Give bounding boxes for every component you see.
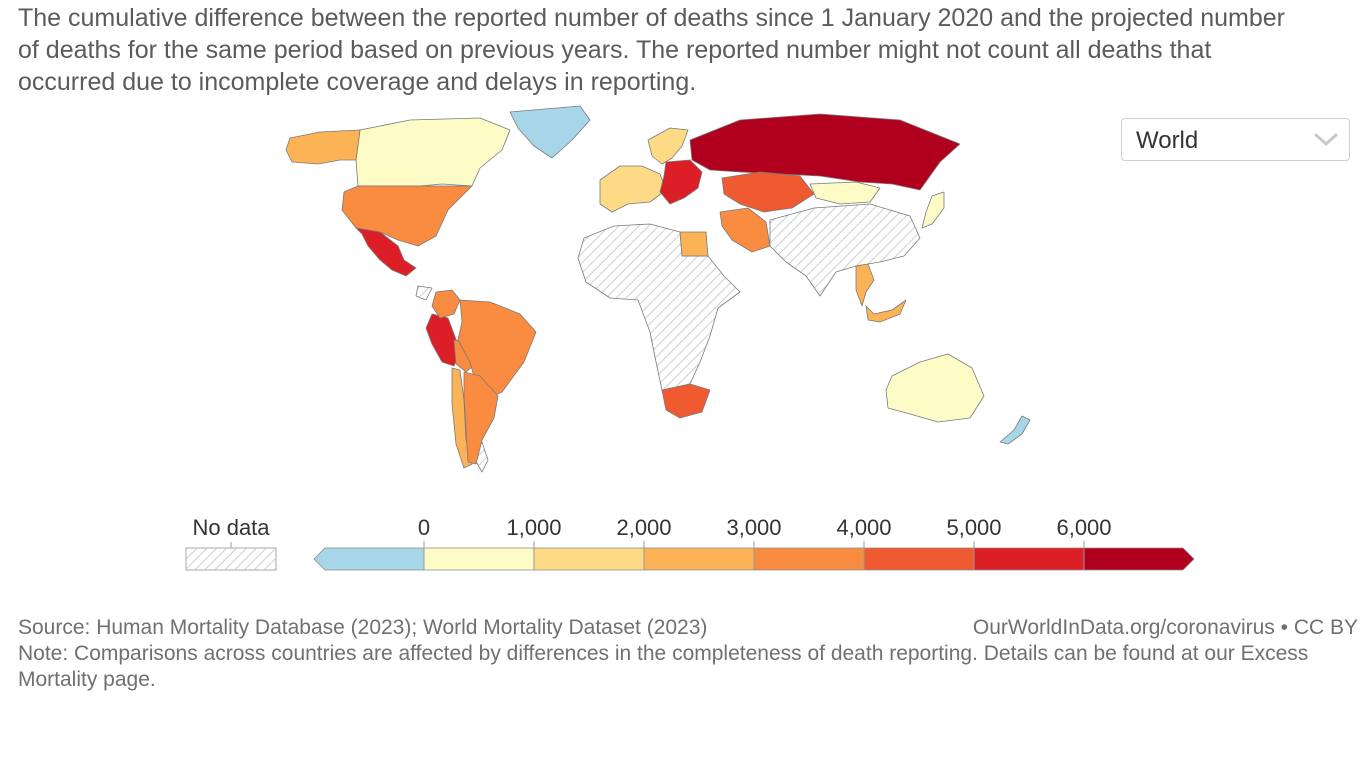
map-region-united-states[interactable] [341,185,473,247]
map-region-peru[interactable] [425,313,461,367]
map-region-mexico[interactable] [355,227,417,277]
chart-subtitle: The cumulative difference between the re… [18,4,1286,96]
legend-tick-label: 0 [418,515,430,540]
legend-tick-label: 5,000 [946,515,1001,540]
map-region-australia[interactable] [885,353,985,423]
legend-tick-label: 3,000 [726,515,781,540]
map-region-iran[interactable] [719,207,771,253]
map-region-thailand[interactable] [855,263,875,307]
map-region-scandinavia[interactable] [647,127,689,165]
legend-bin-7 [1083,547,1195,571]
map-region-greenland[interactable] [509,105,591,159]
region-select[interactable]: World [1121,118,1350,161]
legend-no-data-swatch [185,547,277,571]
legend-no-data-label: No data [192,515,270,540]
map-region-mongolia[interactable] [809,181,881,205]
legend-tick-label: 1,000 [506,515,561,540]
legend-bin-4 [753,547,865,571]
map-region-argentina[interactable] [463,371,499,465]
map-region-russia[interactable] [689,113,961,191]
map-region-egypt[interactable] [679,231,709,257]
map-region-malaysia[interactable] [865,299,907,323]
map-region-eastern-europe[interactable] [659,159,703,205]
chevron-down-icon [1314,133,1338,146]
map-region-no-data [415,285,433,301]
map-region-alaska[interactable] [285,129,361,165]
chart-footer: Source: Human Mortality Database (2023);… [18,615,1358,693]
license-link[interactable]: OurWorldInData.org/coronavirus • CC BY [972,616,1358,639]
legend-bin-0 [313,547,425,571]
map-region-colombia[interactable] [431,289,461,319]
map-region-western-europe[interactable] [599,165,667,213]
map-region-canada[interactable] [355,117,511,187]
map-region-no-data [577,223,741,391]
map-region-no-data [769,203,921,297]
map-region-new-zealand[interactable] [999,415,1031,445]
legend-tick-label: 2,000 [616,515,671,540]
source-text: Source: Human Mortality Database (2023);… [18,616,708,639]
legend-bin-1 [423,547,535,571]
map-region-japan[interactable] [921,191,945,229]
map-region-south-africa[interactable] [661,383,711,419]
map-region-chile[interactable] [451,367,473,469]
color-legend: No data 0 1,000 2,000 3,000 4,000 5,000 6,000 [185,515,1195,571]
legend-tick-label: 6,000 [1056,515,1111,540]
region-select-value: World [1136,127,1199,154]
map-region-kazakhstan[interactable] [721,171,815,213]
legend-bin-6 [973,547,1085,571]
legend-bin-3 [643,547,755,571]
legend-bin-5 [863,547,975,571]
legend-bin-2 [533,547,645,571]
note-text: Note: Comparisons across countries are a… [18,642,1309,691]
world-map [285,105,1031,473]
legend-tick-label: 4,000 [836,515,891,540]
